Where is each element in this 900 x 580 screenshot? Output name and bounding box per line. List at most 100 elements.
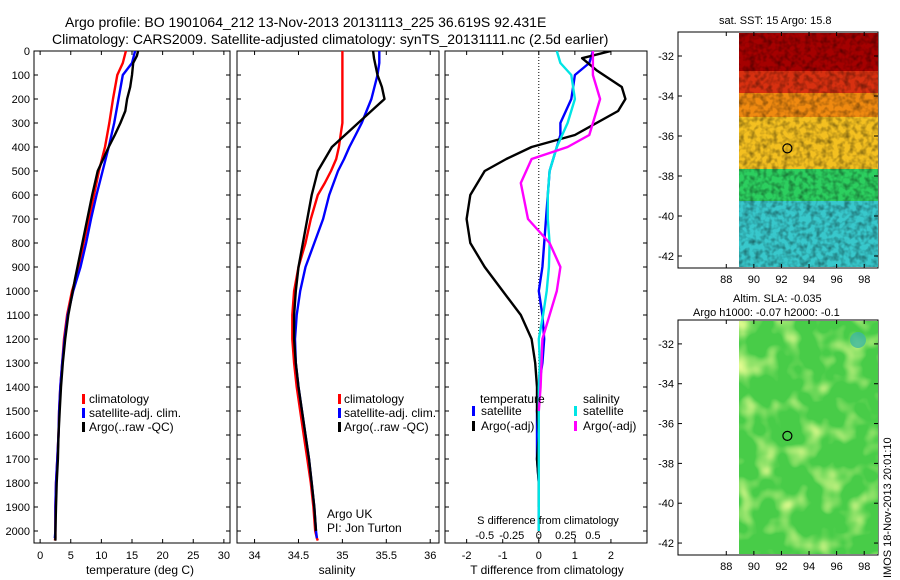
map-y-tick-label: -32 [658, 339, 674, 351]
x-tick-label: -1 [498, 550, 508, 562]
x-tick-label: 20 [157, 550, 169, 562]
sla-map-axes: 88 90 92 94 96 98 -32 -34 -36 -38 -40 -42 [658, 320, 878, 573]
depth-tick-label: 1700 [6, 454, 30, 466]
x-tick-label: 1 [572, 550, 578, 562]
sla-map: 88 90 92 94 96 98 -32 -34 -36 -38 -40 -42 [658, 319, 879, 573]
x-tick-label: 25 [187, 550, 199, 562]
map-y-tick-label: -42 [658, 251, 674, 263]
difference-axes-frame [444, 50, 648, 544]
map-y-tick-label: -36 [658, 131, 674, 143]
map-y-tick-label: -36 [658, 419, 674, 431]
s-difference-axis: -0.5 -0.25 0 0.25 0.5 [475, 530, 600, 542]
diff-legend-swatch-s-satellite [574, 406, 577, 416]
sal-legend-label-climatology: climatology [344, 392, 404, 406]
argo-position-marker-sst [782, 143, 793, 154]
x-tick-label: 5 [68, 550, 74, 562]
depth-tick-label: 300 [12, 118, 30, 130]
s-tick-label: -0.5 [475, 530, 494, 542]
temperature-profiles [53, 51, 140, 541]
map-y-tick-label: -38 [658, 458, 674, 470]
depth-tick-label: 400 [12, 142, 30, 154]
map-y-tick-label: -38 [658, 171, 674, 183]
sst-map-title: sat. SST: 15 Argo: 15.8 [719, 15, 832, 27]
depth-tick-label: 800 [12, 238, 30, 250]
depth-tick-label: 1600 [6, 430, 30, 442]
map-y-tick-label: -32 [658, 51, 674, 63]
map-x-tick-label: 90 [748, 561, 760, 573]
s-difference-axis-label: S difference from climatology [477, 515, 619, 527]
float-pi: PI: Jon Turton [327, 521, 402, 535]
x-tick-label: -2 [462, 550, 472, 562]
s-tick-label: 0.25 [555, 530, 576, 542]
diff-legend-swatch-t-argo [472, 421, 475, 431]
legend-label-climatology: climatology [89, 392, 149, 406]
salinity-axis-label: salinity [319, 563, 356, 577]
map-x-tick-label: 92 [775, 274, 787, 286]
temperature-axis: 0 5 10 15 20 25 30 [37, 51, 230, 562]
t-difference-axis-label: T difference from climatology [470, 563, 624, 577]
map-x-tick-label: 94 [803, 274, 815, 286]
sla-map-title-line2: Argo h1000: -0.07 h2000: -0.1 [693, 307, 840, 319]
x-tick-label: 35 [336, 550, 348, 562]
x-tick-label: 10 [95, 550, 107, 562]
map-x-tick-label: 96 [830, 274, 842, 286]
figure-title-line2: Climatology: CARS2009. Satellite-adjuste… [52, 31, 609, 47]
legend-label-argo: Argo(..raw -QC) [89, 420, 174, 434]
x-tick-label: 34.5 [288, 550, 309, 562]
salinity-axis: 34 34.5 35 35.5 36 [248, 51, 436, 562]
x-tick-label: 0 [37, 550, 43, 562]
depth-tick-label: 1500 [6, 406, 30, 418]
depth-tick-label: 1400 [6, 382, 30, 394]
legend-label-satellite: satellite-adj. clim. [89, 406, 181, 420]
s-tick-label: -0.25 [499, 530, 524, 542]
difference-profiles [465, 51, 627, 531]
sal-legend-label-argo: Argo(..raw -QC) [344, 420, 429, 434]
map-x-tick-label: 96 [830, 561, 842, 573]
diff-legend-temperature-heading: temperature [480, 392, 545, 406]
map-y-tick-label: -34 [658, 91, 674, 103]
map-y-tick-label: -40 [658, 211, 674, 223]
depth-tick-label: 600 [12, 190, 30, 202]
salinity-axes-frame [236, 50, 440, 544]
x-tick-label: 30 [218, 550, 230, 562]
map-x-tick-label: 98 [858, 561, 870, 573]
map-x-tick-label: 88 [720, 274, 732, 286]
depth-tick-label: 200 [12, 94, 30, 106]
profile-line-temperature-argo-adj- [465, 51, 627, 507]
map-x-tick-label: 94 [803, 561, 815, 573]
map-y-tick-label: -42 [658, 538, 674, 550]
map-x-tick-label: 92 [775, 561, 787, 573]
depth-tick-label: 1900 [6, 502, 30, 514]
depth-axis: 0 100 200 300 400 500 600 700 800 900 1000 1100 1200… [6, 46, 647, 538]
sal-legend-swatch-climatology [338, 394, 341, 404]
temperature-axes-frame [33, 50, 231, 544]
s-tick-label: 0.5 [585, 530, 600, 542]
x-tick-label: 0 [536, 550, 542, 562]
depth-tick-label: 1800 [6, 478, 30, 490]
diff-legend-s-argo: Argo(-adj) [583, 419, 636, 433]
depth-tick-label: 900 [12, 262, 30, 274]
depth-tick-label: 2000 [6, 526, 30, 538]
sst-map-axes: 88 90 92 94 96 98 -32 -34 -36 -38 -40 -42 [658, 32, 878, 286]
legend-swatch-satellite [82, 408, 85, 418]
sst-texture [739, 33, 878, 267]
sla-texture [739, 321, 878, 554]
diff-legend-swatch-s-argo [574, 421, 577, 431]
profile-line-argo-raw-qc- [292, 51, 386, 532]
diff-legend-s-satellite: satellite [583, 404, 624, 418]
sal-legend-label-satellite: satellite-adj. clim. [344, 406, 436, 420]
profile-line-climatology [53, 51, 128, 541]
map-x-tick-label: 88 [720, 561, 732, 573]
s-tick-label: 0 [536, 530, 542, 542]
depth-tick-label: 500 [12, 166, 30, 178]
float-owner: Argo UK [327, 507, 372, 521]
salinity-profiles [291, 51, 386, 542]
x-tick-label: 2 [608, 550, 614, 562]
legend-swatch-argo [82, 422, 85, 432]
diff-legend-salinity-heading: salinity [583, 392, 620, 406]
sst-map: 88 90 92 94 96 98 -32 -34 -36 -38 -40 -42 [658, 31, 879, 286]
t-difference-axis: -2 -1 0 1 2 [462, 51, 614, 562]
temperature-axis-label: temperature (deg C) [86, 563, 194, 577]
diff-legend-swatch-t-satellite [472, 406, 475, 416]
